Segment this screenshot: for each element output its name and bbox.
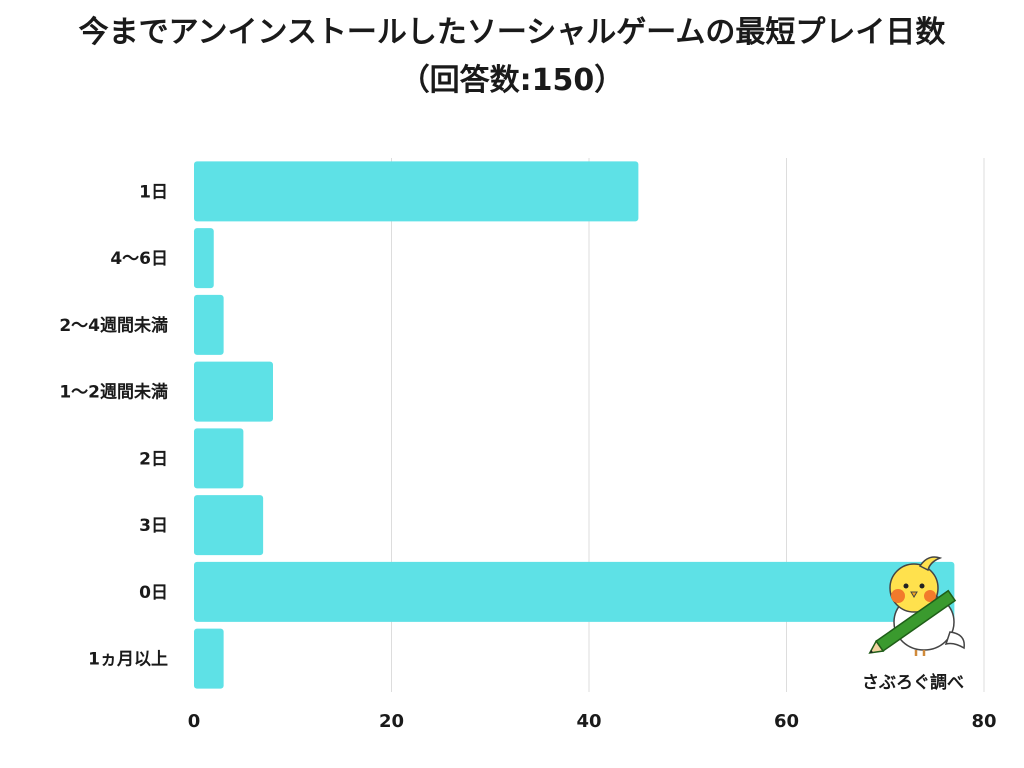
category-label: 4〜6日 [110,249,168,269]
x-tick-label: 40 [576,711,601,732]
category-labels: 1日 4〜6日 2〜4週間未満 1〜2週間未満 2日 3日 0日 1ヵ月以上 [59,182,168,669]
bird-mascot-icon [868,556,965,656]
chart-subtitle: （回答数:150） [399,63,625,98]
bar [194,228,214,289]
category-label: 2日 [139,449,168,469]
x-tick-labels: 0 20 40 60 80 [188,711,997,732]
category-label: 0日 [139,583,168,603]
source-credit: さぶろぐ調べ [862,673,964,693]
bar [194,294,224,355]
bar [194,428,244,489]
category-label: 1ヵ月以上 [88,650,168,670]
category-label: 2〜4週間未満 [59,315,168,336]
bar [194,161,639,222]
x-tick-label: 60 [774,711,799,732]
x-tick-label: 0 [188,711,201,732]
category-label: 3日 [139,516,168,536]
bar [194,628,224,689]
category-label: 1〜2週間未満 [59,382,168,403]
bar [194,361,273,422]
x-tick-label: 80 [971,711,996,732]
bar [194,495,264,556]
x-tick-label: 20 [379,711,404,732]
bar [194,561,955,622]
bars [194,161,955,689]
category-label: 1日 [139,182,168,202]
chart-title: 今までアンインストールしたソーシャルゲームの最短プレイ日数 [78,15,946,50]
